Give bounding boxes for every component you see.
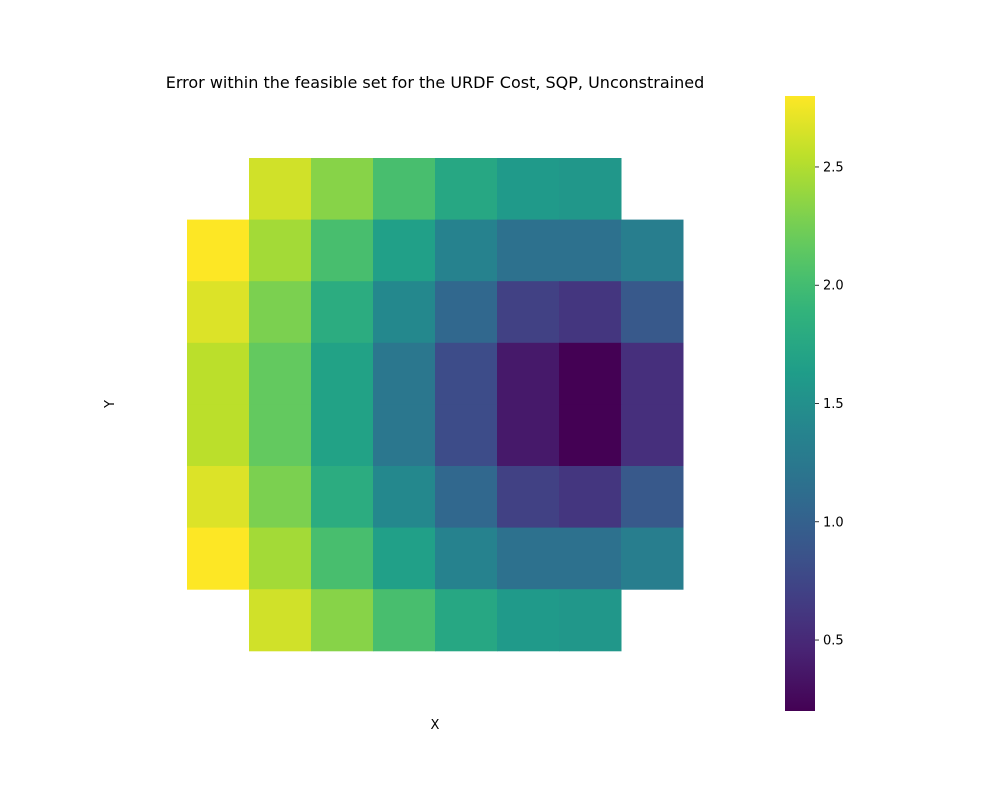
colorbar: 0.5 1.0 1.5 2.0 2.5 <box>785 96 844 711</box>
heatmap-cell <box>497 342 560 405</box>
heatmap-cell <box>373 466 436 529</box>
heatmap-cell <box>435 219 498 282</box>
heatmap-cell <box>249 219 312 282</box>
heatmap-cell <box>373 527 436 590</box>
colorbar-tick-label: 2.0 <box>823 279 844 294</box>
heatmap-cell <box>435 589 498 652</box>
heatmap-cell <box>249 281 312 344</box>
heatmap-cell <box>187 527 250 590</box>
heatmap-cell <box>187 219 250 282</box>
heatmap-cell <box>187 281 250 344</box>
colorbar-tick-label: 0.5 <box>823 634 844 649</box>
heatmap-cell <box>621 342 684 405</box>
heatmap-cell <box>435 466 498 529</box>
heatmap-cell <box>311 342 374 405</box>
colorbar-tick-label: 1.5 <box>823 397 844 412</box>
heatmap-cell <box>373 589 436 652</box>
heatmap-cell <box>559 404 622 467</box>
colorbar-tick-label: 2.5 <box>823 160 844 175</box>
heatmap-cells <box>187 158 684 652</box>
heatmap-cell <box>249 158 312 221</box>
heatmap-cell <box>435 158 498 221</box>
heatmap-cell <box>559 219 622 282</box>
heatmap-cell <box>249 589 312 652</box>
heatmap-cell <box>311 466 374 529</box>
heatmap-cell <box>435 342 498 405</box>
heatmap-cell <box>497 281 560 344</box>
heatmap-cell <box>621 219 684 282</box>
heatmap-cell <box>373 342 436 405</box>
colorbar-gradient <box>785 96 815 711</box>
heatmap-cell <box>559 466 622 529</box>
heatmap-cell <box>311 219 374 282</box>
x-axis-label: X <box>431 718 440 733</box>
heatmap-cell <box>435 404 498 467</box>
heatmap-cell <box>373 158 436 221</box>
heatmap-cell <box>435 281 498 344</box>
heatmap-cell <box>311 281 374 344</box>
heatmap-cell <box>435 527 498 590</box>
heatmap-cell <box>249 466 312 529</box>
heatmap-cell <box>311 404 374 467</box>
heatmap-cell <box>249 527 312 590</box>
heatmap-cell <box>311 589 374 652</box>
heatmap-cell <box>621 281 684 344</box>
heatmap-cell <box>621 527 684 590</box>
heatmap-cell <box>497 589 560 652</box>
heatmap-cell <box>559 281 622 344</box>
heatmap-cell <box>621 466 684 529</box>
heatmap-cell <box>311 527 374 590</box>
heatmap-cell <box>187 404 250 467</box>
heatmap-cell <box>559 589 622 652</box>
heatmap-cell <box>311 158 374 221</box>
heatmap-cell <box>497 527 560 590</box>
heatmap-cell <box>497 219 560 282</box>
y-axis-label: Y <box>103 400 118 409</box>
heatmap-cell <box>497 466 560 529</box>
heatmap-cell <box>497 404 560 467</box>
heatmap-cell <box>559 527 622 590</box>
heatmap-cell <box>187 466 250 529</box>
heatmap-cell <box>621 404 684 467</box>
heatmap-cell <box>249 342 312 405</box>
chart-title: Error within the feasible set for the UR… <box>166 73 705 92</box>
heatmap-cell <box>559 158 622 221</box>
heatmap-cell <box>249 404 312 467</box>
colorbar-tick-label: 1.0 <box>823 515 844 530</box>
heatmap-cell <box>373 281 436 344</box>
heatmap-cell <box>187 342 250 405</box>
heatmap-cell <box>497 158 560 221</box>
heatmap-cell <box>373 404 436 467</box>
heatmap-cell <box>373 219 436 282</box>
heatmap-cell <box>559 342 622 405</box>
